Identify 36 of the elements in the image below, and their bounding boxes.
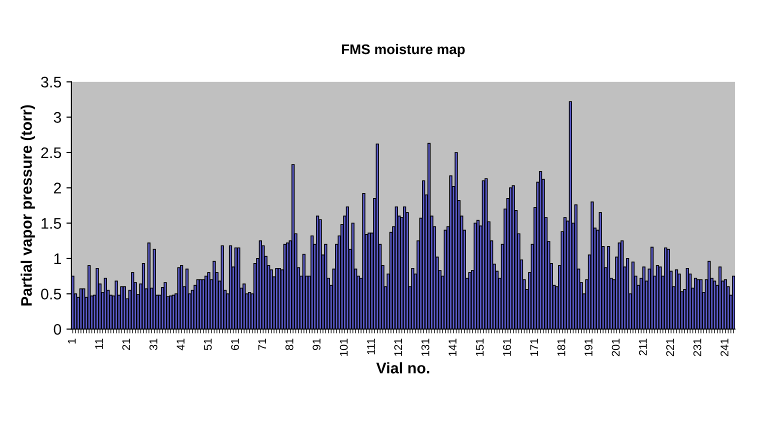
x-tick-label: 161 [503, 338, 511, 356]
y-tick-label: 3.5 [41, 76, 62, 88]
x-axis-title: Vial no. [376, 362, 430, 374]
x-tick-label: 181 [557, 338, 566, 356]
y-tick-label: 0.5 [41, 288, 62, 300]
x-tick-label: 151 [476, 338, 484, 356]
x-tick-label: 111 [367, 338, 375, 354]
y-tick-label: 2 [54, 182, 61, 194]
x-tick-label: 51 [204, 338, 212, 350]
x-tick-label: 1 [68, 338, 76, 344]
x-tick-label: 11 [95, 338, 103, 349]
x-tick-label: 191 [584, 338, 592, 356]
x-tick-label: 71 [258, 338, 266, 350]
y-tick-label: 1 [54, 253, 61, 264]
x-tick-label: 211 [638, 338, 647, 356]
x-tick-label: 21 [122, 338, 130, 350]
x-tick-label: 81 [285, 338, 294, 350]
y-tick-label: 3 [54, 112, 62, 123]
x-tick-label: 121 [394, 338, 402, 356]
x-tick-label: 131 [421, 338, 430, 356]
x-tick-label: 41 [176, 338, 184, 350]
y-tick-label: 0 [54, 324, 62, 335]
x-tick-label: 221 [666, 338, 674, 356]
chart-title: FMS moisture map [342, 44, 465, 57]
x-tick-label: 231 [693, 338, 702, 356]
y-tick-label: 1.5 [42, 218, 62, 229]
x-tick-label: 171 [530, 338, 538, 356]
x-tick-label: 31 [149, 338, 158, 350]
x-tick-label: 241 [720, 338, 728, 356]
x-tick-label: 91 [312, 338, 321, 350]
x-tick-label: 201 [612, 338, 620, 356]
x-tick-label: 61 [231, 338, 239, 350]
x-tick-label: 101 [340, 338, 348, 356]
y-axis-title: Partial vapor pressure (torr) [20, 105, 35, 306]
y-tick-label: 2.5 [41, 147, 62, 158]
x-tick-label: 141 [448, 338, 456, 356]
